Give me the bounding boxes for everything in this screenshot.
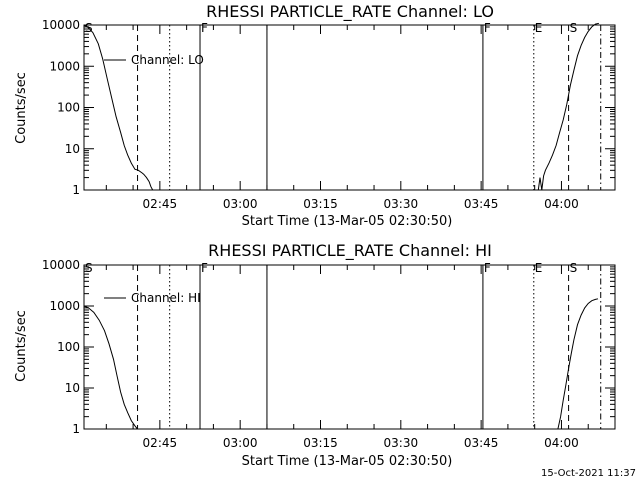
y-tick-label: 10000: [42, 18, 80, 32]
y-axis-label: Counts/sec: [14, 310, 29, 382]
event-marker-label: E: [535, 261, 543, 275]
y-tick-label: 10000: [42, 258, 80, 272]
plot-frame: [83, 264, 616, 430]
event-marker-label: F: [201, 261, 208, 275]
y-tick-label: 100: [57, 340, 80, 354]
series-line: [83, 24, 154, 191]
chart-title: RHESSI PARTICLE_RATE Channel: LO: [206, 2, 494, 22]
x-axis-label: Start Time (13-Mar-05 02:30:50): [242, 214, 453, 229]
y-tick-label: 100: [57, 101, 80, 115]
chart-title: RHESSI PARTICLE_RATE Channel: HI: [208, 241, 492, 261]
event-marker-label: F: [201, 21, 208, 35]
x-tick-label: 04:00: [544, 436, 579, 450]
x-tick-label: 02:45: [143, 436, 178, 450]
event-marker-label: E: [535, 21, 543, 35]
legend: Channel: LO: [104, 53, 204, 67]
event-marker-label: S: [85, 261, 93, 275]
legend-label: Channel: HI: [131, 291, 201, 305]
series-layer: [83, 298, 599, 430]
x-tick-label: 03:00: [223, 436, 258, 450]
y-axis-label: Counts/sec: [14, 72, 29, 144]
tick-layer: 02:45 03:00 03:15 03:30 03:45 04:00 1 10 100 1000…: [42, 258, 616, 450]
event-marker-label: F: [484, 261, 491, 275]
x-tick-label: 03:45: [464, 436, 499, 450]
plot-frame: [83, 24, 616, 191]
y-tick-label: 1: [72, 183, 80, 197]
panel-lo: RHESSI PARTICLE_RATE Channel: LO Counts/…: [14, 2, 616, 229]
footer-timestamp: 15-Oct-2021 11:37: [541, 468, 636, 479]
x-tick-label: 03:30: [384, 197, 419, 211]
x-tick-label: 03:15: [303, 197, 338, 211]
y-tick-label: 1000: [49, 59, 80, 73]
event-marker-label: S: [570, 21, 578, 35]
y-tick-label: 1000: [49, 299, 80, 313]
event-marker-label: S: [570, 261, 578, 275]
x-tick-label: 04:00: [544, 197, 579, 211]
series-line: [557, 298, 599, 430]
y-tick-label: 10: [65, 142, 80, 156]
x-tick-label: 02:45: [143, 197, 178, 211]
series-line: [537, 22, 600, 191]
panel-hi: RHESSI PARTICLE_RATE Channel: HI Counts/…: [14, 241, 616, 469]
legend: Channel: HI: [104, 291, 201, 305]
x-tick-label: 03:15: [303, 436, 338, 450]
x-tick-label: 03:30: [384, 436, 419, 450]
series-line: [83, 305, 138, 430]
y-tick-label: 1: [72, 422, 80, 436]
x-axis-label: Start Time (13-Mar-05 02:30:50): [242, 454, 453, 469]
x-tick-label: 03:45: [464, 197, 499, 211]
series-layer: [83, 22, 600, 191]
legend-label: Channel: LO: [131, 53, 204, 67]
x-tick-label: 03:00: [223, 197, 258, 211]
y-tick-label: 10: [65, 381, 80, 395]
tick-layer: 02:45 03:00 03:15 03:30 03:45 04:00 1 10 100 1000…: [42, 18, 616, 211]
event-marker-label: F: [484, 21, 491, 35]
